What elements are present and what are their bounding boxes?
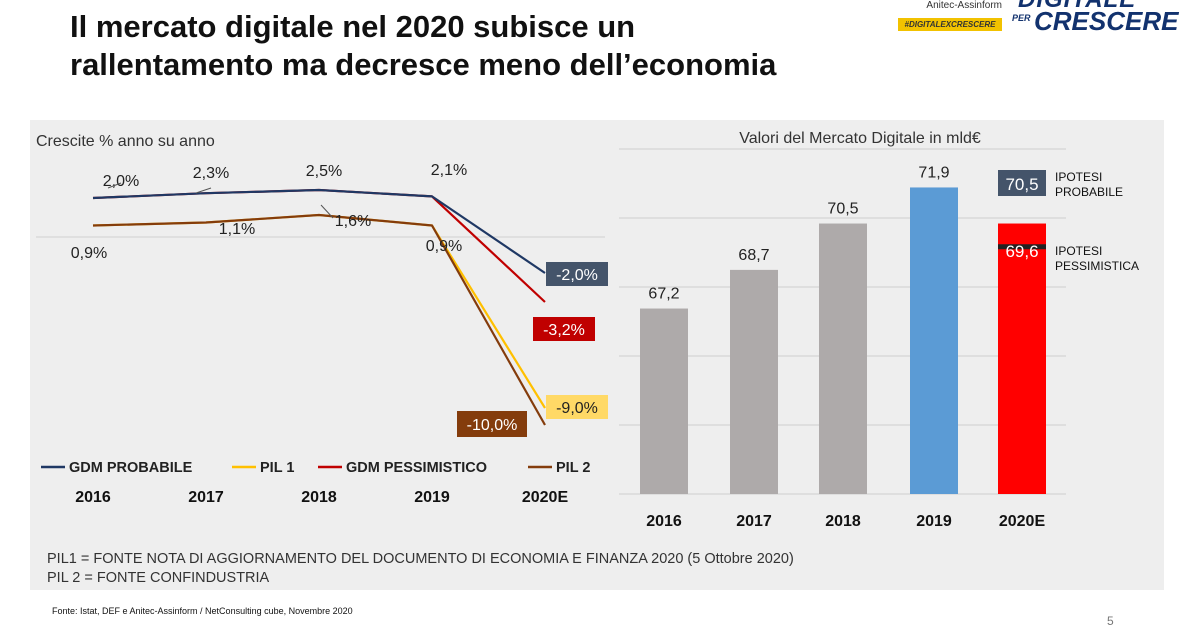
- source-note: Fonte: Istat, DEF e Anitec-Assinform / N…: [52, 606, 353, 616]
- bar-chart-bars: [640, 187, 1046, 494]
- line-chart-title: Crescite % anno su anno: [36, 133, 215, 150]
- slide-title: Il mercato digitale nel 2020 subisce un …: [70, 8, 776, 84]
- bar-chart-title: Valori del Mercato Digitale in mld€: [739, 130, 981, 147]
- series-line-pil-1: [92, 213, 546, 409]
- bar-2017: [730, 269, 778, 494]
- end-value-callout-box: [533, 317, 595, 341]
- bar-chart-x-axis: 2016 2017 2018 2019 2020E: [646, 513, 1045, 530]
- legend-entry: GDM PESSIMISTICO: [346, 460, 487, 476]
- probable-value-box: [998, 170, 1046, 196]
- line-chart-x-tick-label: 2020E: [522, 489, 569, 506]
- pessimistic-value-label: 69,6: [1005, 242, 1038, 261]
- footnotes: PIL1 = FONTE NOTA DI AGGIORNAMENTO DEL D…: [47, 550, 794, 588]
- bar-value-label: 67,2: [648, 286, 679, 303]
- upper-data-label: 2,3%: [193, 165, 229, 182]
- bar-2019: [910, 187, 958, 494]
- line-chart-x-tick-label: 2019: [414, 489, 450, 506]
- line-chart-x-axis: 2016 2017 2018 2019 2020E: [75, 489, 568, 506]
- label-leader-line: [107, 182, 122, 189]
- line-chart-legend: GDM PROBABILE PIL 1 GDM PESSIMISTICO PIL 2: [41, 460, 590, 476]
- bar-2018: [819, 223, 867, 494]
- end-value-callout-box: [546, 395, 608, 419]
- line-chart-x-tick-label: 2018: [301, 489, 337, 506]
- anitec-assinform-logo: Anitec-Assinform #DIGITALEXCRESCERE: [898, 0, 1006, 36]
- end-value-callout-box: [457, 411, 527, 437]
- title-line-1: Il mercato digitale nel 2020 subisce un: [70, 9, 636, 44]
- lower-data-label: 1,6%: [335, 213, 371, 230]
- annotation-pessimistic-line-1: IPOTESI: [1055, 244, 1102, 258]
- annotation-probable-line-2: PROBABILE: [1055, 185, 1123, 199]
- logo-word-per: PER: [1012, 13, 1031, 23]
- note-pil1: PIL1 = FONTE NOTA DI AGGIORNAMENTO DEL D…: [47, 551, 794, 567]
- annotation-pessimistic-line-2: PESSIMISTICA: [1055, 259, 1139, 273]
- end-value-callout-label: -3,2%: [543, 322, 585, 339]
- bar-2016: [640, 308, 688, 494]
- lower-data-label: 0,9%: [71, 245, 107, 262]
- end-value-callout-label: -2,0%: [556, 267, 598, 284]
- series-line-gdm-probabile: [92, 188, 546, 274]
- end-value-callout-label: -10,0%: [467, 417, 518, 434]
- lower-data-label: 1,1%: [219, 221, 255, 238]
- series-line-pil-2: [92, 213, 546, 426]
- upper-data-label: 2,0%: [103, 173, 139, 190]
- end-value-callout-box: [546, 262, 608, 286]
- bar-value-label: 71,9: [918, 164, 949, 181]
- logo-word-crescere: CRESCERE: [1034, 6, 1179, 36]
- label-leader-line: [195, 187, 212, 194]
- logo-hashtag: #DIGITALEXCRESCERE: [898, 18, 1002, 31]
- line-chart-x-tick-label: 2016: [75, 489, 111, 506]
- bar-chart-x-tick-label: 2018: [825, 513, 861, 530]
- digitale-per-crescere-logo: DIGITALE PER CRESCERE: [1010, 0, 1190, 36]
- upper-data-label: 2,5%: [306, 163, 342, 180]
- note-pil2: PIL 2 = FONTE CONFINDUSTRIA: [47, 570, 270, 586]
- bar-chart-x-tick-label: 2017: [736, 513, 772, 530]
- bar-value-label: 70,5: [827, 201, 858, 218]
- line-chart-x-tick-label: 2017: [188, 489, 224, 506]
- bar-chart-x-tick-label: 2016: [646, 513, 682, 530]
- logo-word-digitale: DIGITALE: [1018, 0, 1136, 14]
- upper-data-label: 2,1%: [431, 162, 467, 179]
- legend-entry: GDM PROBABILE: [69, 460, 193, 476]
- probable-value-label: 70,5: [1005, 175, 1038, 194]
- legend-entry: PIL 1: [260, 460, 294, 476]
- bar-chart-x-tick-label: 2020E: [999, 513, 1046, 530]
- end-value-callout-label: -9,0%: [556, 400, 598, 417]
- legend-entry: PIL 2: [556, 460, 590, 476]
- series-line-gdm-pessimistico: [92, 188, 546, 303]
- line-chart-data-labels: 2,0% 2,3% 2,5% 2,1% 0,9% 1,1% 1,6% 0,9% -2,0% -3,…: [71, 162, 608, 437]
- bar-value-label: 68,7: [738, 247, 769, 264]
- label-leader-line: [320, 204, 334, 219]
- page-number: 5: [1107, 614, 1114, 628]
- logo-brand-text: Anitec-Assinform: [926, 0, 1002, 11]
- title-line-2: rallentamento ma decresce meno dell’econ…: [70, 47, 777, 82]
- bar-chart-x-tick-label: 2019: [916, 513, 952, 530]
- chart-panel: [30, 120, 1164, 590]
- bar-2020E: [998, 223, 1046, 494]
- lower-data-label: 0,9%: [426, 238, 462, 255]
- line-chart-series: [92, 188, 546, 426]
- bar-chart-value-labels: 67,2 68,7 70,5 71,9 70,5 69,6: [648, 164, 1046, 303]
- annotation-probable-line-1: IPOTESI: [1055, 170, 1102, 184]
